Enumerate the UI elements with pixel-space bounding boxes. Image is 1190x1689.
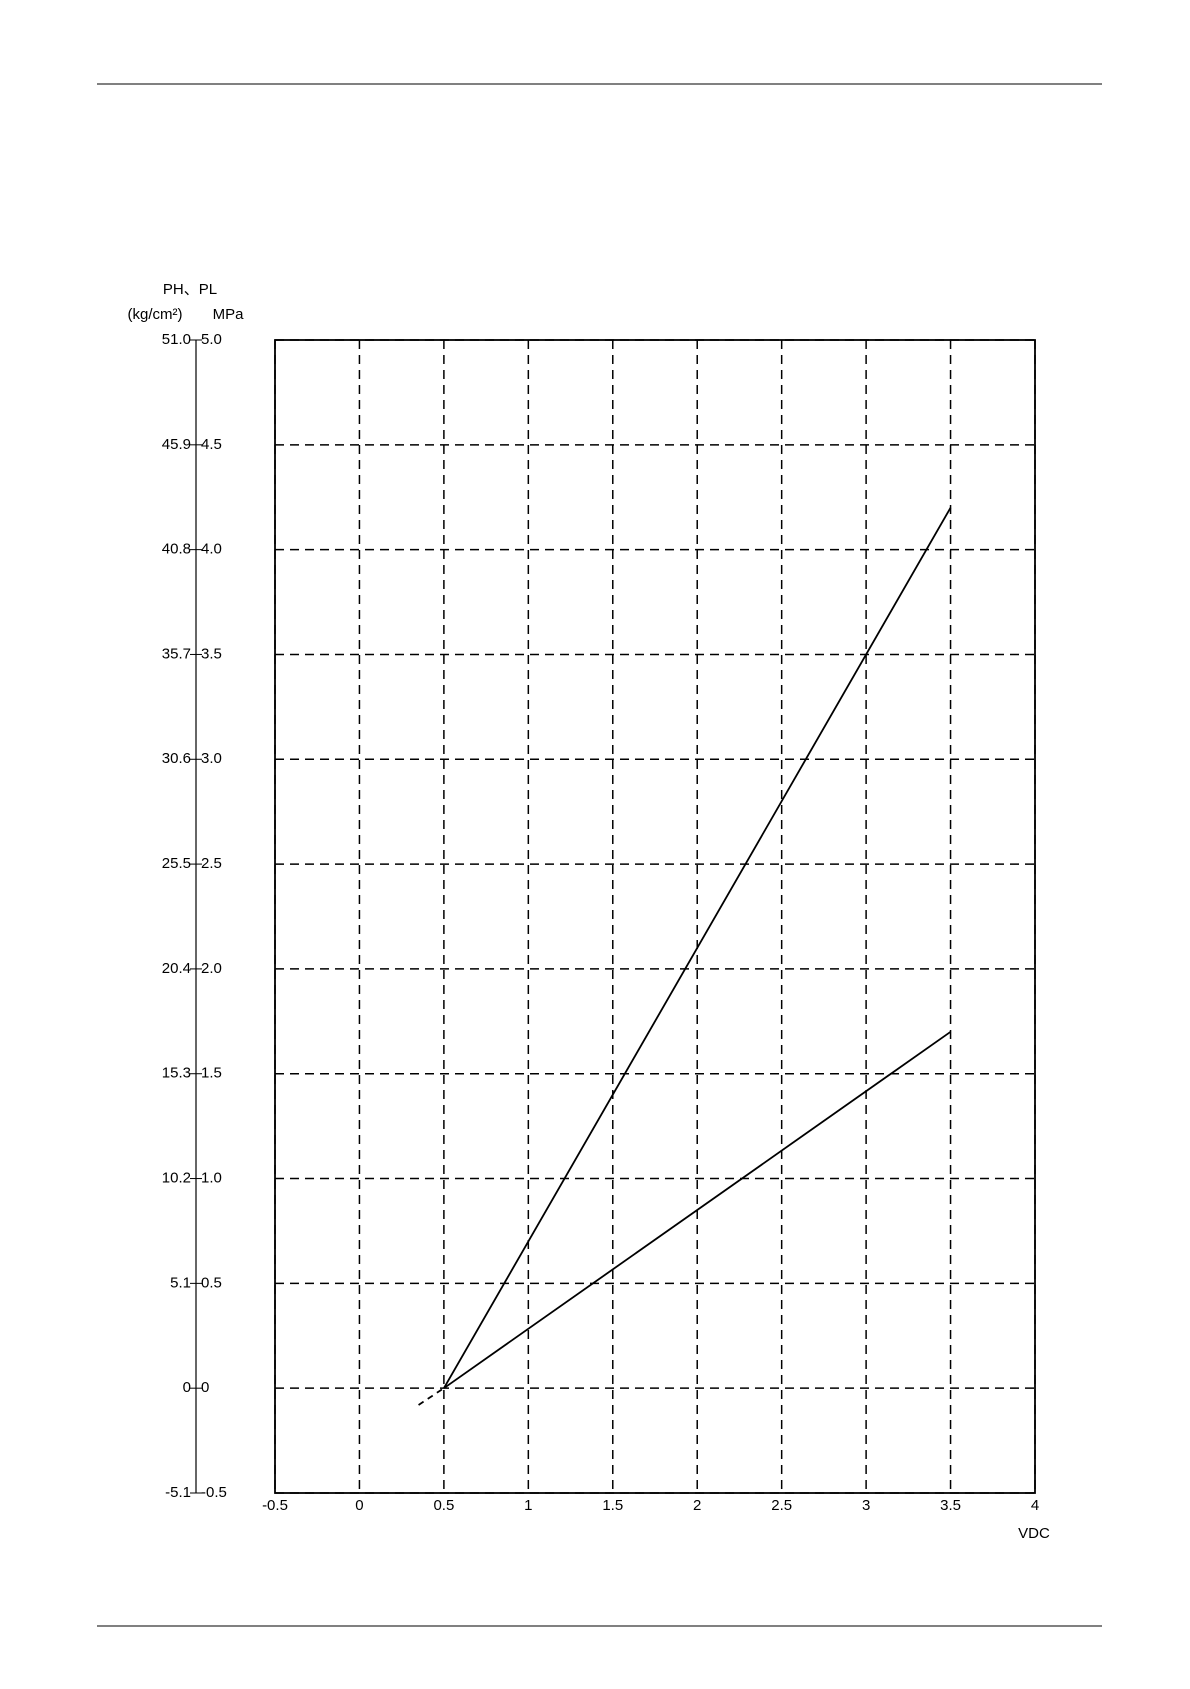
y2-tick-label: 51.0 xyxy=(162,331,191,348)
x-tick-label: 1.5 xyxy=(602,1497,623,1514)
x-tick-label: 0 xyxy=(355,1497,363,1514)
y-tick-label: -0.5 xyxy=(201,1484,227,1501)
line-series xyxy=(443,507,952,1389)
x-tick-label: 3 xyxy=(862,1497,870,1514)
y-tick-label: 1.0 xyxy=(201,1170,222,1187)
line-series xyxy=(443,1031,952,1389)
extrapolation-line xyxy=(418,1387,445,1406)
y-tick-label: 1.5 xyxy=(201,1065,222,1082)
x-tick-label: 0.5 xyxy=(433,1497,454,1514)
y2-tick-label: 5.1 xyxy=(170,1274,191,1291)
y-tick-label: 2.5 xyxy=(201,855,222,872)
y2-tick-label: 45.9 xyxy=(162,436,191,453)
y2-tick-label: 10.2 xyxy=(162,1170,191,1187)
y-unit: MPa xyxy=(213,306,245,323)
x-tick-label: 3.5 xyxy=(940,1497,961,1514)
y2-tick-label: 15.3 xyxy=(162,1065,191,1082)
y-title: PH、PL xyxy=(163,281,217,298)
y2-tick-label: 40.8 xyxy=(162,541,191,558)
y2-tick-label: -5.1 xyxy=(165,1484,191,1501)
y-tick-label: 0 xyxy=(201,1379,209,1396)
y-tick-label: 3.5 xyxy=(201,645,222,662)
y-tick-label: 4.5 xyxy=(201,436,222,453)
y-tick-label: 0.5 xyxy=(201,1274,222,1291)
x-title: VDC xyxy=(1018,1525,1050,1542)
x-tick-label: 2.5 xyxy=(771,1497,792,1514)
x-tick-label: 2 xyxy=(693,1497,701,1514)
y2-tick-label: 0 xyxy=(183,1379,191,1396)
y2-tick-label: 35.7 xyxy=(162,645,191,662)
x-tick-label: 1 xyxy=(524,1497,532,1514)
x-tick-label: 4 xyxy=(1031,1497,1039,1514)
x-tick-label: -0.5 xyxy=(262,1497,288,1514)
y2-tick-label: 30.6 xyxy=(162,750,191,767)
plot-frame xyxy=(274,339,1036,1494)
y-tick-label: 4.0 xyxy=(201,541,222,558)
y2-tick-label: 25.5 xyxy=(162,855,191,872)
y-tick-label: 2.0 xyxy=(201,960,222,977)
y2-unit: (kg/cm²) xyxy=(128,306,183,323)
y2-tick-label: 20.4 xyxy=(162,960,191,977)
y-tick-label: 5.0 xyxy=(201,331,222,348)
y-tick-label: 3.0 xyxy=(201,750,222,767)
